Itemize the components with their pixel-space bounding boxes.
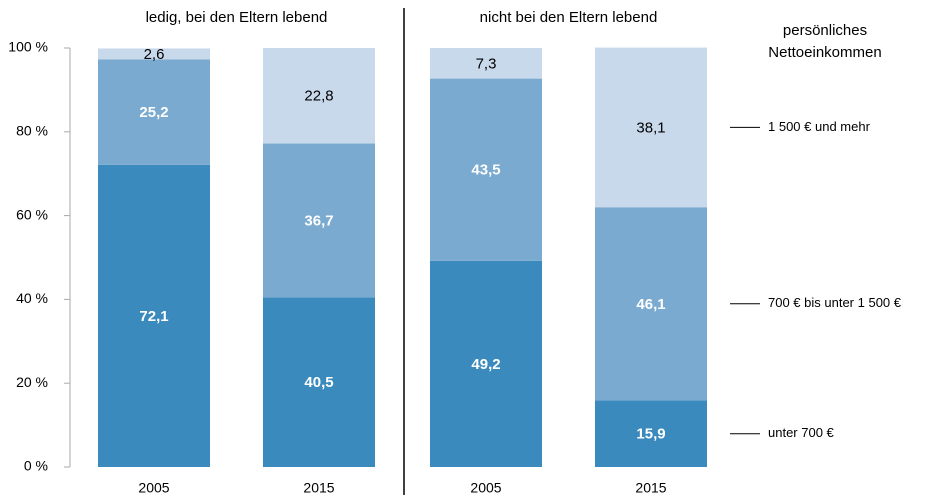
value-label: 46,1 xyxy=(636,296,665,313)
value-label: 15,9 xyxy=(636,426,665,443)
bar-segment xyxy=(98,59,210,165)
value-label: 36,7 xyxy=(304,212,333,229)
value-label: 22,8 xyxy=(304,88,333,105)
group-title: ledig, bei den Eltern lebend xyxy=(146,9,328,26)
value-label: 40,5 xyxy=(304,374,333,391)
bar-segment xyxy=(263,48,375,144)
value-label: 25,2 xyxy=(139,104,168,121)
value-label: 38,1 xyxy=(636,119,665,136)
bar-segment xyxy=(263,143,375,298)
y-tick-label: 80 % xyxy=(16,123,48,139)
x-tick-label: 2015 xyxy=(635,480,666,496)
legend-label: unter 700 € xyxy=(768,425,835,440)
y-tick-label: 40 % xyxy=(16,290,48,306)
bar-segment xyxy=(263,297,375,467)
value-label: 43,5 xyxy=(471,162,500,179)
value-label: 7,3 xyxy=(476,55,497,72)
value-label: 72,1 xyxy=(139,308,168,325)
bar-segment xyxy=(98,48,210,60)
x-tick-label: 2015 xyxy=(303,480,334,496)
value-label: 2,6 xyxy=(144,46,165,63)
bar-segment xyxy=(430,78,542,261)
y-tick-label: 0 % xyxy=(24,458,48,474)
y-tick-label: 100 % xyxy=(8,39,48,55)
x-tick-label: 2005 xyxy=(138,480,169,496)
bar-segment xyxy=(430,260,542,467)
legend-label: 700 € bis unter 1 500 € xyxy=(768,295,902,310)
y-tick-label: 20 % xyxy=(16,374,48,390)
bar-segment xyxy=(595,207,707,401)
y-tick-label: 60 % xyxy=(16,206,48,222)
bar-segment xyxy=(595,47,707,208)
group-title: nicht bei den Eltern lebend xyxy=(480,9,658,26)
x-tick-label: 2005 xyxy=(470,480,501,496)
legend-title: persönliches Nettoeinkommen xyxy=(768,22,882,61)
legend-label: 1 500 € und mehr xyxy=(768,119,871,134)
bar-segment xyxy=(98,164,210,467)
bar-segment xyxy=(595,400,707,467)
value-label: 49,2 xyxy=(471,356,500,373)
bar-segment xyxy=(430,48,542,79)
